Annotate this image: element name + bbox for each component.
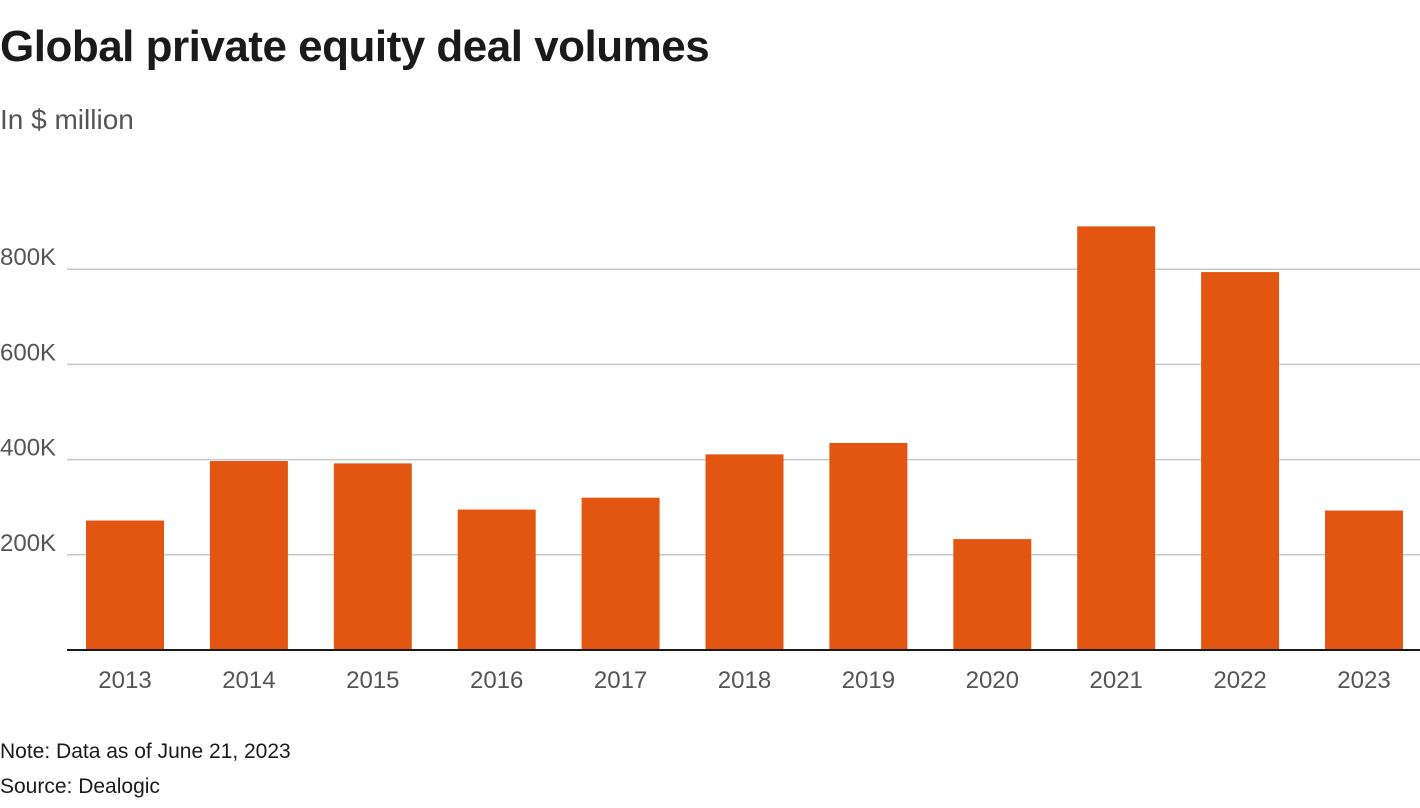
y-tick-label: 200K [0,530,56,557]
x-tick-label: 2021 [1090,667,1143,694]
x-tick-label: 2013 [98,667,151,694]
bar-2017 [581,497,660,650]
bars [86,226,1403,651]
y-tick-labels: 200K 400K 600K 800K [0,244,56,557]
x-tick-label: 2023 [1337,667,1390,694]
x-tick-label: 2018 [718,667,771,694]
bar-2021 [1077,226,1156,651]
bar-2022 [1201,272,1280,650]
x-tick-label: 2014 [222,667,275,694]
x-tick-label: 2017 [594,667,647,694]
x-tick-label: 2019 [842,667,895,694]
chart-subtitle: In $ million [0,104,134,135]
bar-2019 [829,442,908,650]
bar-2020 [953,539,1032,650]
bar-2016 [457,509,536,650]
x-tick-label: 2022 [1213,667,1266,694]
x-tick-label: 2016 [470,667,523,694]
y-tick-label: 400K [0,435,56,462]
bar-2014 [209,461,288,650]
chart-title: Global private equity deal volumes [0,22,710,71]
x-tick-labels: 2013 2014 2015 2016 2017 2018 2019 2020 2021 2022… [98,667,1390,694]
chart-note: Note: Data as of June 21, 2023 [0,740,291,763]
x-tick-label: 2015 [346,667,399,694]
y-tick-label: 800K [0,244,56,271]
chart-source: Source: Dealogic [0,775,160,798]
x-tick-label: 2020 [966,667,1019,694]
y-tick-label: 600K [0,339,56,366]
bar-2013 [86,520,164,650]
bar-2015 [333,463,412,650]
bar-2023 [1325,510,1403,650]
bar-2018 [705,454,784,650]
